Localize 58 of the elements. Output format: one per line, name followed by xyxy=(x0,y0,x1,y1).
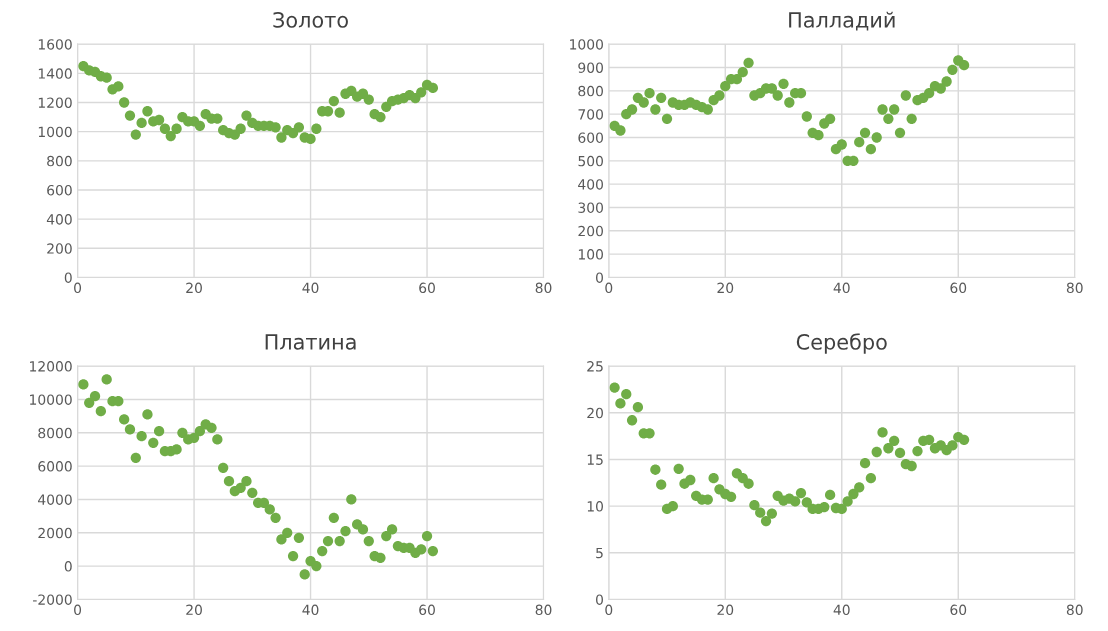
x-tick-label: 20 xyxy=(186,282,202,294)
chart-title: Платина xyxy=(265,334,356,350)
chart-title: Палладий xyxy=(789,11,895,31)
y-tick-label: 600 xyxy=(578,132,603,143)
x-tick-label: 80 xyxy=(1066,604,1083,616)
x-tick-label: 60 xyxy=(419,282,435,294)
x-tick-label: 0 xyxy=(74,282,82,294)
y-tick-label: 1000 xyxy=(38,126,72,138)
x-tick-label: 40 xyxy=(302,282,319,294)
x-tick-label: 20 xyxy=(186,604,202,616)
y-tick-label: 900 xyxy=(578,62,603,73)
x-tick-label: 40 xyxy=(302,604,319,616)
y-tick-label: 5 xyxy=(596,547,603,559)
y-tick-label: 400 xyxy=(578,179,603,190)
y-tick-label: 1000 xyxy=(570,39,603,50)
x-tick-label: 80 xyxy=(535,604,552,616)
y-tick-label: 10000 xyxy=(30,394,72,405)
y-tick-label: 12000 xyxy=(30,361,72,372)
y-tick-label: 6000 xyxy=(38,461,72,472)
y-tick-label: 15 xyxy=(587,454,603,465)
x-tick-label: 0 xyxy=(74,604,82,616)
y-tick-label: 25 xyxy=(587,361,603,372)
x-tick-label: 40 xyxy=(833,604,850,616)
y-tick-label: 200 xyxy=(47,243,72,254)
y-tick-label: 1200 xyxy=(38,97,72,108)
y-tick-label: 0 xyxy=(64,561,72,572)
y-tick-label: 0 xyxy=(64,272,72,283)
x-tick-label: 60 xyxy=(950,282,967,294)
y-tick-label: 1600 xyxy=(38,39,72,50)
y-tick-label: 700 xyxy=(578,109,603,120)
chart-title: Золото xyxy=(273,12,348,28)
y-tick-label: 800 xyxy=(47,155,72,167)
x-tick-label: 0 xyxy=(605,604,613,616)
y-tick-label: 10 xyxy=(587,501,603,512)
y-tick-label: 200 xyxy=(578,225,603,237)
y-tick-label: 600 xyxy=(47,184,72,196)
y-tick-label: 8000 xyxy=(38,427,72,439)
y-tick-label: 0 xyxy=(596,272,603,283)
y-tick-label: 400 xyxy=(46,214,72,225)
y-tick-label: 0 xyxy=(596,594,603,605)
x-tick-label: 20 xyxy=(717,282,734,294)
x-tick-label: 60 xyxy=(950,604,967,616)
y-tick-label: 800 xyxy=(578,85,603,97)
y-tick-label: 2000 xyxy=(38,527,72,539)
y-tick-label: 1400 xyxy=(38,68,72,79)
y-tick-label: 4000 xyxy=(38,494,72,505)
y-tick-label: 100 xyxy=(578,249,603,260)
x-tick-label: 60 xyxy=(419,604,435,616)
y-tick-label: 300 xyxy=(578,202,603,213)
x-tick-label: 40 xyxy=(833,282,850,294)
y-tick-label: 500 xyxy=(578,155,603,167)
x-tick-label: 0 xyxy=(605,282,613,294)
x-tick-label: 80 xyxy=(1066,282,1083,294)
y-tick-label: 20 xyxy=(587,407,603,419)
x-tick-label: 20 xyxy=(717,604,734,616)
x-tick-label: 80 xyxy=(535,282,552,294)
chart-title: Серебро xyxy=(796,333,887,354)
y-tick-label: -2000 xyxy=(33,594,72,605)
